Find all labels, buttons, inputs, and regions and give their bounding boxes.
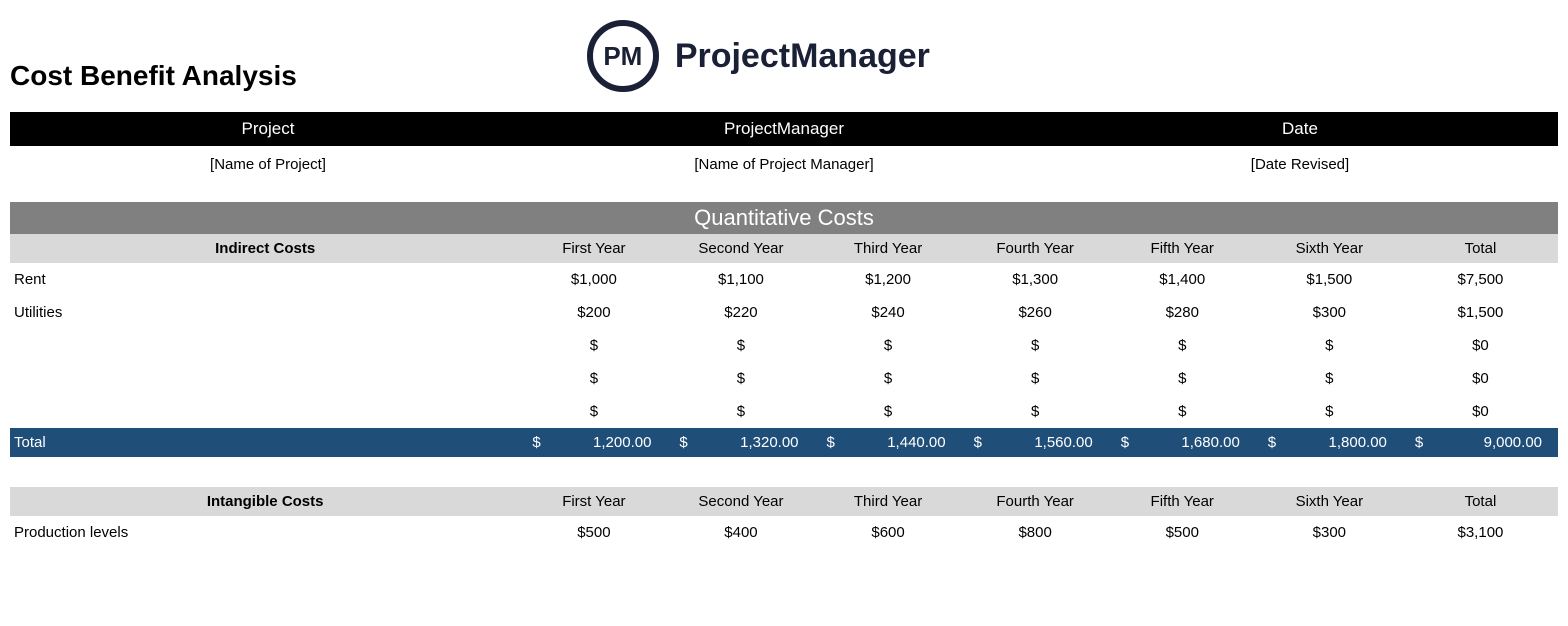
row-label[interactable] <box>10 329 520 362</box>
row-cell[interactable]: $500 <box>1109 516 1256 549</box>
row-cell[interactable]: $7,500 <box>1403 263 1558 296</box>
row-cell[interactable]: $ <box>520 395 667 428</box>
year-header-3: Third Year <box>815 234 962 263</box>
row-cell[interactable]: $260 <box>962 296 1109 329</box>
row-cell[interactable]: $ <box>962 395 1109 428</box>
row-cell[interactable]: $ <box>1256 395 1403 428</box>
info-value-date[interactable]: [Date Revised] <box>1042 156 1558 173</box>
row-cell[interactable]: $0 <box>1403 395 1558 428</box>
total-cell: $1,200.00 <box>520 428 667 457</box>
row-cell[interactable]: $3,100 <box>1403 516 1558 549</box>
indirect-header-row: Indirect Costs First Year Second Year Th… <box>10 234 1558 263</box>
year-header-4: Fourth Year <box>962 487 1109 516</box>
row-cell[interactable]: $300 <box>1256 516 1403 549</box>
row-label[interactable]: Production levels <box>10 516 520 549</box>
row-cell[interactable]: $500 <box>520 516 667 549</box>
info-header-row: Project ProjectManager Date <box>10 112 1558 146</box>
row-cell[interactable]: $1,300 <box>962 263 1109 296</box>
row-cell[interactable]: $1,500 <box>1256 263 1403 296</box>
row-cell[interactable]: $1,500 <box>1403 296 1558 329</box>
intangible-header-row: Intangible Costs First Year Second Year … <box>10 487 1558 516</box>
row-label[interactable] <box>10 362 520 395</box>
logo-text: ProjectManager <box>675 37 930 76</box>
table-row: $ $ $ $ $ $ $0 <box>10 395 1558 428</box>
header: Cost Benefit Analysis PM ProjectManager <box>10 20 1558 92</box>
row-cell[interactable]: $200 <box>520 296 667 329</box>
row-cell[interactable]: $220 <box>667 296 814 329</box>
row-cell[interactable]: $400 <box>667 516 814 549</box>
table-row: Rent $1,000 $1,100 $1,200 $1,300 $1,400 … <box>10 263 1558 296</box>
row-cell[interactable]: $ <box>1109 329 1256 362</box>
row-cell[interactable]: $ <box>815 329 962 362</box>
year-header-2: Second Year <box>667 234 814 263</box>
row-label[interactable]: Rent <box>10 263 520 296</box>
row-cell[interactable]: $ <box>962 329 1109 362</box>
total-cell: $1,680.00 <box>1109 428 1256 457</box>
info-value-manager[interactable]: [Name of Project Manager] <box>526 156 1042 173</box>
year-header-4: Fourth Year <box>962 234 1109 263</box>
intangible-label-header: Intangible Costs <box>10 487 520 516</box>
total-cell: $1,800.00 <box>1256 428 1403 457</box>
row-label[interactable]: Utilities <box>10 296 520 329</box>
row-cell[interactable]: $ <box>520 329 667 362</box>
brand-logo: PM ProjectManager <box>587 20 930 92</box>
row-cell[interactable]: $ <box>1109 362 1256 395</box>
total-cell: $1,320.00 <box>667 428 814 457</box>
row-cell[interactable]: $1,400 <box>1109 263 1256 296</box>
row-cell[interactable]: $ <box>667 362 814 395</box>
row-cell[interactable]: $600 <box>815 516 962 549</box>
intangible-costs-table: Intangible Costs First Year Second Year … <box>10 487 1558 549</box>
row-cell[interactable]: $300 <box>1256 296 1403 329</box>
row-cell[interactable]: $ <box>520 362 667 395</box>
row-cell[interactable]: $800 <box>962 516 1109 549</box>
year-header-1: First Year <box>520 487 667 516</box>
section-title: Quantitative Costs <box>10 202 1558 234</box>
year-header-total: Total <box>1403 234 1558 263</box>
info-header-project: Project <box>10 119 526 139</box>
year-header-6: Sixth Year <box>1256 234 1403 263</box>
year-header-total: Total <box>1403 487 1558 516</box>
row-cell[interactable]: $ <box>667 329 814 362</box>
row-cell[interactable]: $0 <box>1403 329 1558 362</box>
year-header-6: Sixth Year <box>1256 487 1403 516</box>
row-label[interactable] <box>10 395 520 428</box>
indirect-costs-table: Indirect Costs First Year Second Year Th… <box>10 234 1558 457</box>
total-cell: $1,440.00 <box>815 428 962 457</box>
row-cell[interactable]: $1,000 <box>520 263 667 296</box>
row-cell[interactable]: $280 <box>1109 296 1256 329</box>
total-label: Total <box>10 428 520 457</box>
row-cell[interactable]: $ <box>1109 395 1256 428</box>
table-row: Production levels $500 $400 $600 $800 $5… <box>10 516 1558 549</box>
row-cell[interactable]: $ <box>667 395 814 428</box>
info-header-manager: ProjectManager <box>526 119 1042 139</box>
page-title: Cost Benefit Analysis <box>10 60 297 92</box>
row-cell[interactable]: $240 <box>815 296 962 329</box>
row-cell[interactable]: $ <box>1256 362 1403 395</box>
indirect-label-header: Indirect Costs <box>10 234 520 263</box>
row-cell[interactable]: $1,200 <box>815 263 962 296</box>
info-values-row: [Name of Project] [Name of Project Manag… <box>10 146 1558 182</box>
row-cell[interactable]: $ <box>1256 329 1403 362</box>
row-cell[interactable]: $ <box>815 362 962 395</box>
row-cell[interactable]: $ <box>815 395 962 428</box>
indirect-total-row: Total $1,200.00 $1,320.00 $1,440.00 $1,5… <box>10 428 1558 457</box>
year-header-3: Third Year <box>815 487 962 516</box>
table-row: $ $ $ $ $ $ $0 <box>10 329 1558 362</box>
row-cell[interactable]: $ <box>962 362 1109 395</box>
table-row: Utilities $200 $220 $240 $260 $280 $300 … <box>10 296 1558 329</box>
info-value-project[interactable]: [Name of Project] <box>10 156 526 173</box>
table-row: $ $ $ $ $ $ $0 <box>10 362 1558 395</box>
logo-icon: PM <box>587 20 659 92</box>
info-header-date: Date <box>1042 119 1558 139</box>
year-header-5: Fifth Year <box>1109 487 1256 516</box>
row-cell[interactable]: $0 <box>1403 362 1558 395</box>
year-header-5: Fifth Year <box>1109 234 1256 263</box>
total-cell: $1,560.00 <box>962 428 1109 457</box>
total-cell: $9,000.00 <box>1403 428 1558 457</box>
year-header-1: First Year <box>520 234 667 263</box>
year-header-2: Second Year <box>667 487 814 516</box>
row-cell[interactable]: $1,100 <box>667 263 814 296</box>
